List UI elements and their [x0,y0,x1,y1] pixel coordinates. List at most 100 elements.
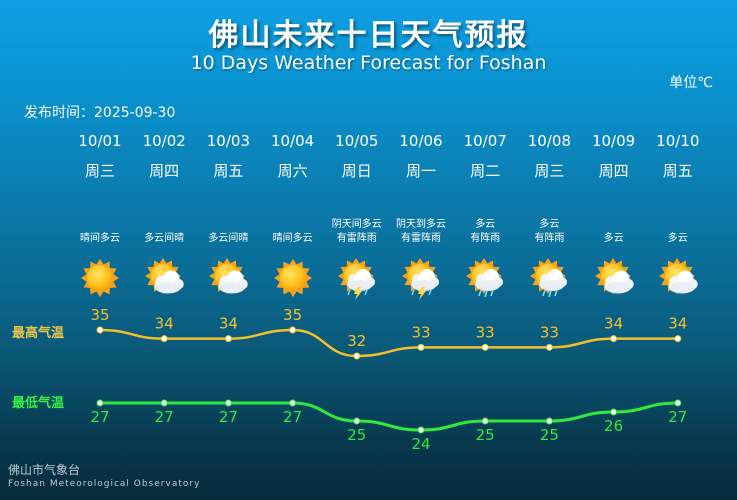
day-weekday: 周二 [470,162,501,180]
high-temp-label: 33 [411,323,430,341]
day-column: 10/03 周五 [188,130,268,182]
low-temp-point [96,399,104,407]
shower-icon [526,255,572,301]
day-column: 10/04 周六 [253,130,333,182]
day-weekday: 周五 [213,162,244,180]
low-temp-line [100,401,678,432]
day-date: 10/06 [399,132,443,150]
day-weekday: 周四 [149,162,180,180]
high-temp-point [289,326,297,334]
high-temp-label: 34 [219,315,238,333]
high-temp-label: 35 [283,306,302,324]
day-weather-desc: 阴天间多云 有雷阵雨 [331,219,382,244]
low-temp-point [289,399,297,407]
low-temp-point [224,399,232,407]
day-weather-desc: 阴天到多云 有雷阵雨 [396,219,446,244]
day-date: 10/05 [335,132,379,150]
high-temp-label: 34 [604,315,623,333]
day-column: 10/05 周日 [317,130,397,182]
high-temp-point [481,343,489,351]
sun-icon [270,255,316,301]
day-weekday: 周三 [84,162,115,180]
shower-icon [462,255,508,301]
day-date: 10/03 [206,132,250,150]
high-temp-point [545,343,553,351]
day-column: 10/01 周三 [60,130,140,182]
high-temp-label: 33 [540,323,559,341]
day-date: 10/02 [142,132,186,150]
day-date: 10/04 [270,132,315,150]
page-subtitle: 10 Days Weather Forecast for Foshan [190,52,547,74]
high-temp-label: 33 [476,323,495,341]
low-temp-label: 27 [219,408,238,426]
series-label-high: 最高气温 [12,326,65,341]
low-temp-label: 27 [90,408,109,426]
low-temp-point [481,417,489,425]
high-temp-point [160,335,168,343]
day-date: 10/01 [78,132,122,150]
day-column: 10/07 周二 [445,130,525,182]
high-temp-point [417,343,425,351]
thunderstorm-icon [334,255,380,301]
low-temp-label: 25 [476,426,495,444]
sun-cloud-icon [205,255,251,301]
day-weekday: 周六 [277,162,308,180]
day-date: 10/09 [591,132,636,150]
day-date: 10/10 [656,132,700,150]
cloudy-icon [591,255,637,301]
low-temp-label: 25 [347,426,366,444]
footer-org-cn: 佛山市气象台 [8,463,81,477]
low-temp-point [610,408,618,416]
day-weather-desc: 多云 [667,233,688,244]
low-temp-point [160,399,168,407]
high-temp-label: 32 [347,332,366,350]
unit-label: 单位℃ [669,75,713,91]
issue-time: 发布时间：2025-09-30 [24,105,176,121]
high-temp-point [610,335,618,343]
day-weather-desc: 多云 [603,233,624,244]
high-temp-point [96,326,104,334]
day-weekday: 周一 [405,162,436,180]
high-temp-label: 35 [90,306,109,324]
high-temp-label: 34 [155,315,174,333]
high-temp-point [674,335,682,343]
day-weather-desc: 多云 有阵雨 [470,219,501,244]
day-weekday: 周五 [662,162,693,180]
day-weekday: 周四 [598,162,629,180]
sun-icon [77,255,123,301]
day-weather-desc: 晴间多云 [272,233,313,244]
day-column: 10/02 周四 [124,130,204,182]
high-temp-point [353,352,361,360]
day-weather-desc: 多云 有阵雨 [534,219,565,244]
series-label-low: 最低气温 [12,396,65,411]
low-temp-point [417,426,425,434]
thunderstorm-icon [398,255,444,301]
high-temp-label: 34 [668,315,687,333]
day-column: 10/08 周三 [509,130,589,182]
day-weekday: 周三 [534,162,565,180]
day-date: 10/08 [527,132,571,150]
low-temp-point [674,399,682,407]
low-temp-point [545,417,553,425]
low-temp-label: 27 [155,408,174,426]
day-weekday: 周日 [341,162,372,180]
day-weather-desc: 晴间多云 [80,233,120,244]
high-temp-point [224,335,232,343]
low-temp-label: 25 [540,426,559,444]
low-temp-label: 24 [411,435,430,453]
low-temp-label: 27 [668,408,687,426]
footer-org-en: Foshan Meteorological Observatory [8,479,201,489]
day-column: 10/06 周一 [381,130,461,182]
day-column: 10/10 周五 [638,130,718,182]
sun-cloud-icon [141,255,187,301]
day-column: 10/09 周四 [574,130,654,182]
low-temp-label: 27 [283,408,302,426]
cloudy-icon [655,255,701,301]
day-date: 10/07 [463,132,507,150]
page-title: 佛山未来十日天气预报 [208,18,529,53]
day-weather-desc: 多云间晴 [144,233,185,244]
low-temp-label: 26 [604,417,623,435]
day-weather-desc: 多云间晴 [208,233,249,244]
high-temp-line [99,328,678,358]
